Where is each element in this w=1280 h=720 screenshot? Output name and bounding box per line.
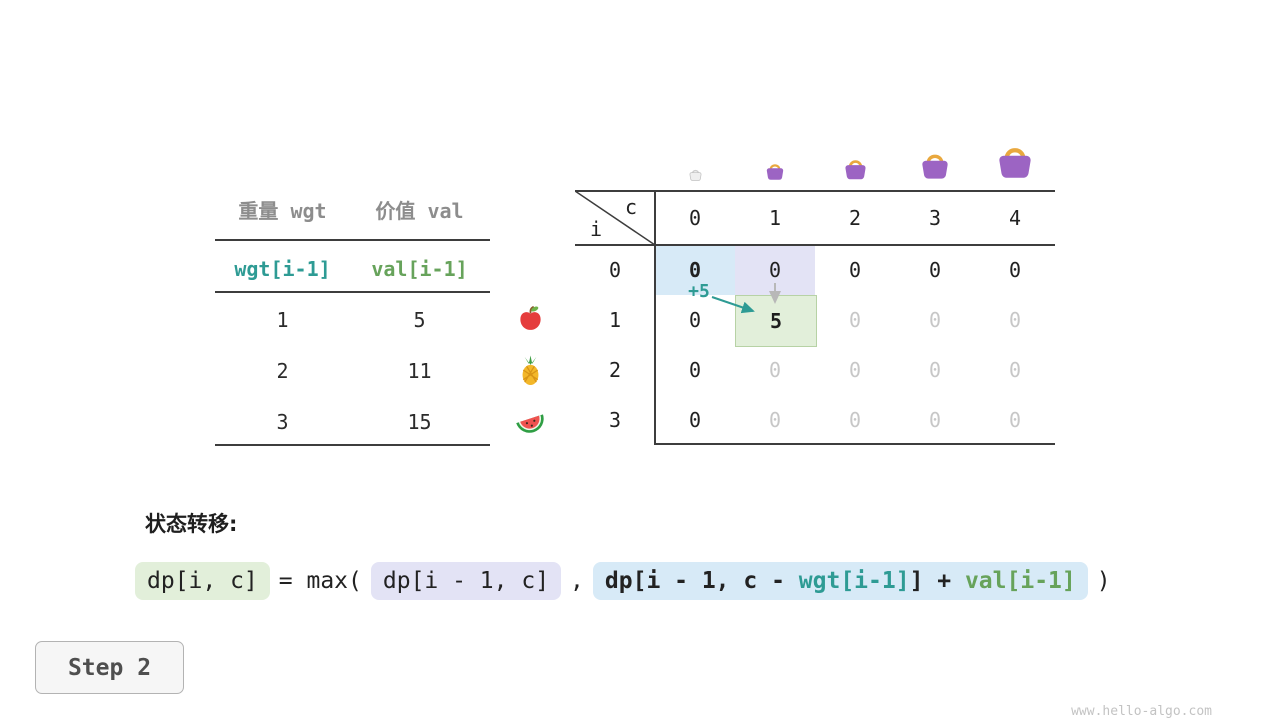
dp-cell-0-1: 0 <box>735 245 815 295</box>
dp-cell-2-3: 0 <box>928 358 942 382</box>
dp-cell-0-0: 0 <box>655 245 735 295</box>
formula-option-take: dp[i - 1, c - wgt[i-1]] + val[i-1] <box>592 562 1088 600</box>
bag-small-icon <box>764 160 786 182</box>
divider <box>215 291 490 293</box>
items-header-value: 价值 val <box>375 199 464 223</box>
item-3-value: 15 <box>407 410 432 434</box>
bag-large-icon <box>918 148 952 182</box>
items-formula-wgt: wgt[i-1] <box>234 257 331 281</box>
dp-cell-2-0: 0 <box>688 358 702 382</box>
dp-cell-2-2: 0 <box>848 358 862 382</box>
pineapple-icon <box>515 354 546 386</box>
dp-col-header-3: 3 <box>928 205 942 230</box>
dp-cell-0-3: 0 <box>928 258 942 282</box>
take-mid: ] + <box>909 568 965 594</box>
apple-icon <box>517 305 544 332</box>
formula-comma: , <box>570 568 584 594</box>
dp-cell-1-1: 5 <box>735 295 817 347</box>
dp-col-header-1: 1 <box>768 205 782 230</box>
dp-col-header-2: 2 <box>848 205 862 230</box>
item-2-value: 11 <box>407 359 432 383</box>
dp-row-header-1: 1 <box>608 308 622 332</box>
dp-row-header-2: 2 <box>608 358 622 382</box>
items-formula-val: val[i-1] <box>371 257 468 281</box>
formula-eq-max: = max( <box>278 568 362 594</box>
dp-corner-i-label: i <box>589 217 603 241</box>
items-header-weight: 重量 wgt <box>238 199 327 223</box>
dp-cell-0-4: 0 <box>1008 258 1022 282</box>
dp-cell-1-0: 0 <box>688 308 702 332</box>
item-1-value: 5 <box>413 308 426 332</box>
bag-xlarge-icon <box>994 140 1036 182</box>
formula-option-keep: dp[i - 1, c] <box>370 562 562 600</box>
dp-col-header-4: 4 <box>1008 205 1022 230</box>
dp-cell-3-4: 0 <box>1008 408 1022 432</box>
take-val: val[i-1] <box>964 568 1076 594</box>
dp-cell-1-2: 0 <box>848 308 862 332</box>
value-add-annotation: +5 <box>688 281 710 302</box>
take-wgt: wgt[i-1] <box>798 568 910 594</box>
dp-cell-0-2: 0 <box>848 258 862 282</box>
dp-corner-c-label: c <box>624 195 638 219</box>
take-prefix: dp[i - 1, c - <box>604 568 799 594</box>
dp-cell-2-4: 0 <box>1008 358 1022 382</box>
watermelon-icon <box>514 405 547 438</box>
divider <box>215 444 490 446</box>
item-2-weight: 2 <box>276 359 289 383</box>
step-badge: Step 2 <box>35 641 184 694</box>
bag-medium-icon <box>842 155 869 182</box>
formula-dp-target: dp[i, c] <box>135 562 270 600</box>
dp-cell-2-1: 0 <box>768 358 782 382</box>
formula-close-paren: ) <box>1096 568 1111 594</box>
dp-cell-3-3: 0 <box>928 408 942 432</box>
dp-cell-1-4: 0 <box>1008 308 1022 332</box>
dp-row-header-0: 0 <box>608 258 622 282</box>
dp-row-header-3: 3 <box>608 408 622 432</box>
transition-formula: dp[i, c] = max( dp[i - 1, c] , dp[i - 1,… <box>135 558 1120 604</box>
watermark: www.hello-algo.com <box>1071 704 1212 719</box>
item-3-weight: 3 <box>276 410 289 434</box>
dp-col-header-0: 0 <box>688 205 702 230</box>
dp-cell-1-3: 0 <box>928 308 942 332</box>
item-1-weight: 1 <box>276 308 289 332</box>
dp-cell-3-2: 0 <box>848 408 862 432</box>
bag-ghost-icon <box>688 167 703 182</box>
dp-cell-3-0: 0 <box>688 408 702 432</box>
dp-cell-3-1: 0 <box>768 408 782 432</box>
transition-title: 状态转移: <box>145 512 238 536</box>
divider <box>215 239 490 241</box>
